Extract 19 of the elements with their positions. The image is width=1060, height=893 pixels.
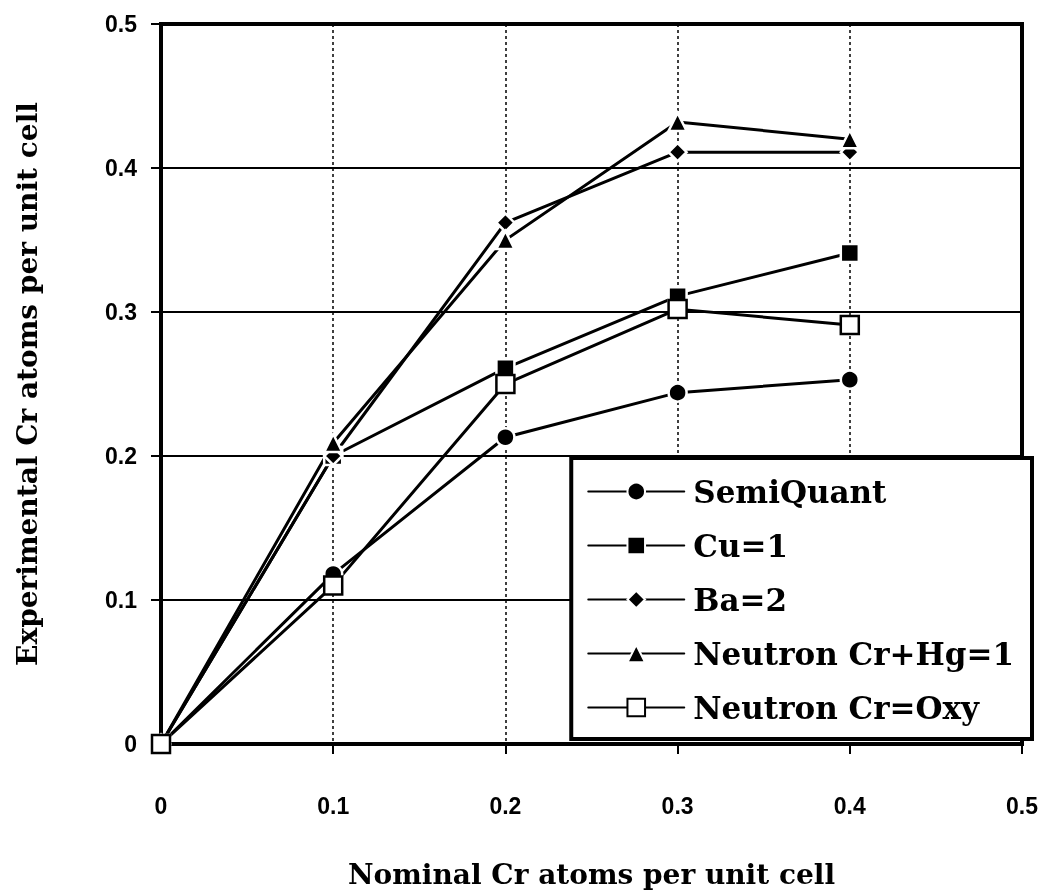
x-axis-title: Nominal Cr atoms per unit cell: [347, 857, 836, 891]
y-tick-label: 0.3: [105, 299, 137, 325]
x-tick-label: 0: [154, 792, 168, 819]
y-axis-title: Experimental Cr atoms per unit cell: [10, 102, 44, 666]
y-tick-label: 0.5: [105, 11, 138, 37]
x-tick-label: 0.5: [1006, 792, 1039, 819]
legend-label: Ba=2: [693, 581, 788, 618]
y-tick-label: 0: [124, 731, 137, 757]
x-tick-label: 0.2: [489, 792, 522, 819]
legend-label: Neutron Cr+Hg=1: [693, 635, 1014, 672]
legend-label: Neutron Cr=Oxy: [693, 689, 980, 726]
x-tick-label: 0.4: [833, 792, 866, 819]
x-tick-label: 0.3: [661, 792, 694, 819]
legend-label: Cu=1: [693, 527, 789, 564]
x-tick-label: 0.1: [317, 792, 350, 819]
y-tick-label: 0.2: [105, 443, 137, 469]
y-tick-label: 0.1: [105, 587, 138, 613]
y-tick-label: 0.4: [105, 155, 138, 181]
legend-label: SemiQuant: [693, 473, 888, 510]
